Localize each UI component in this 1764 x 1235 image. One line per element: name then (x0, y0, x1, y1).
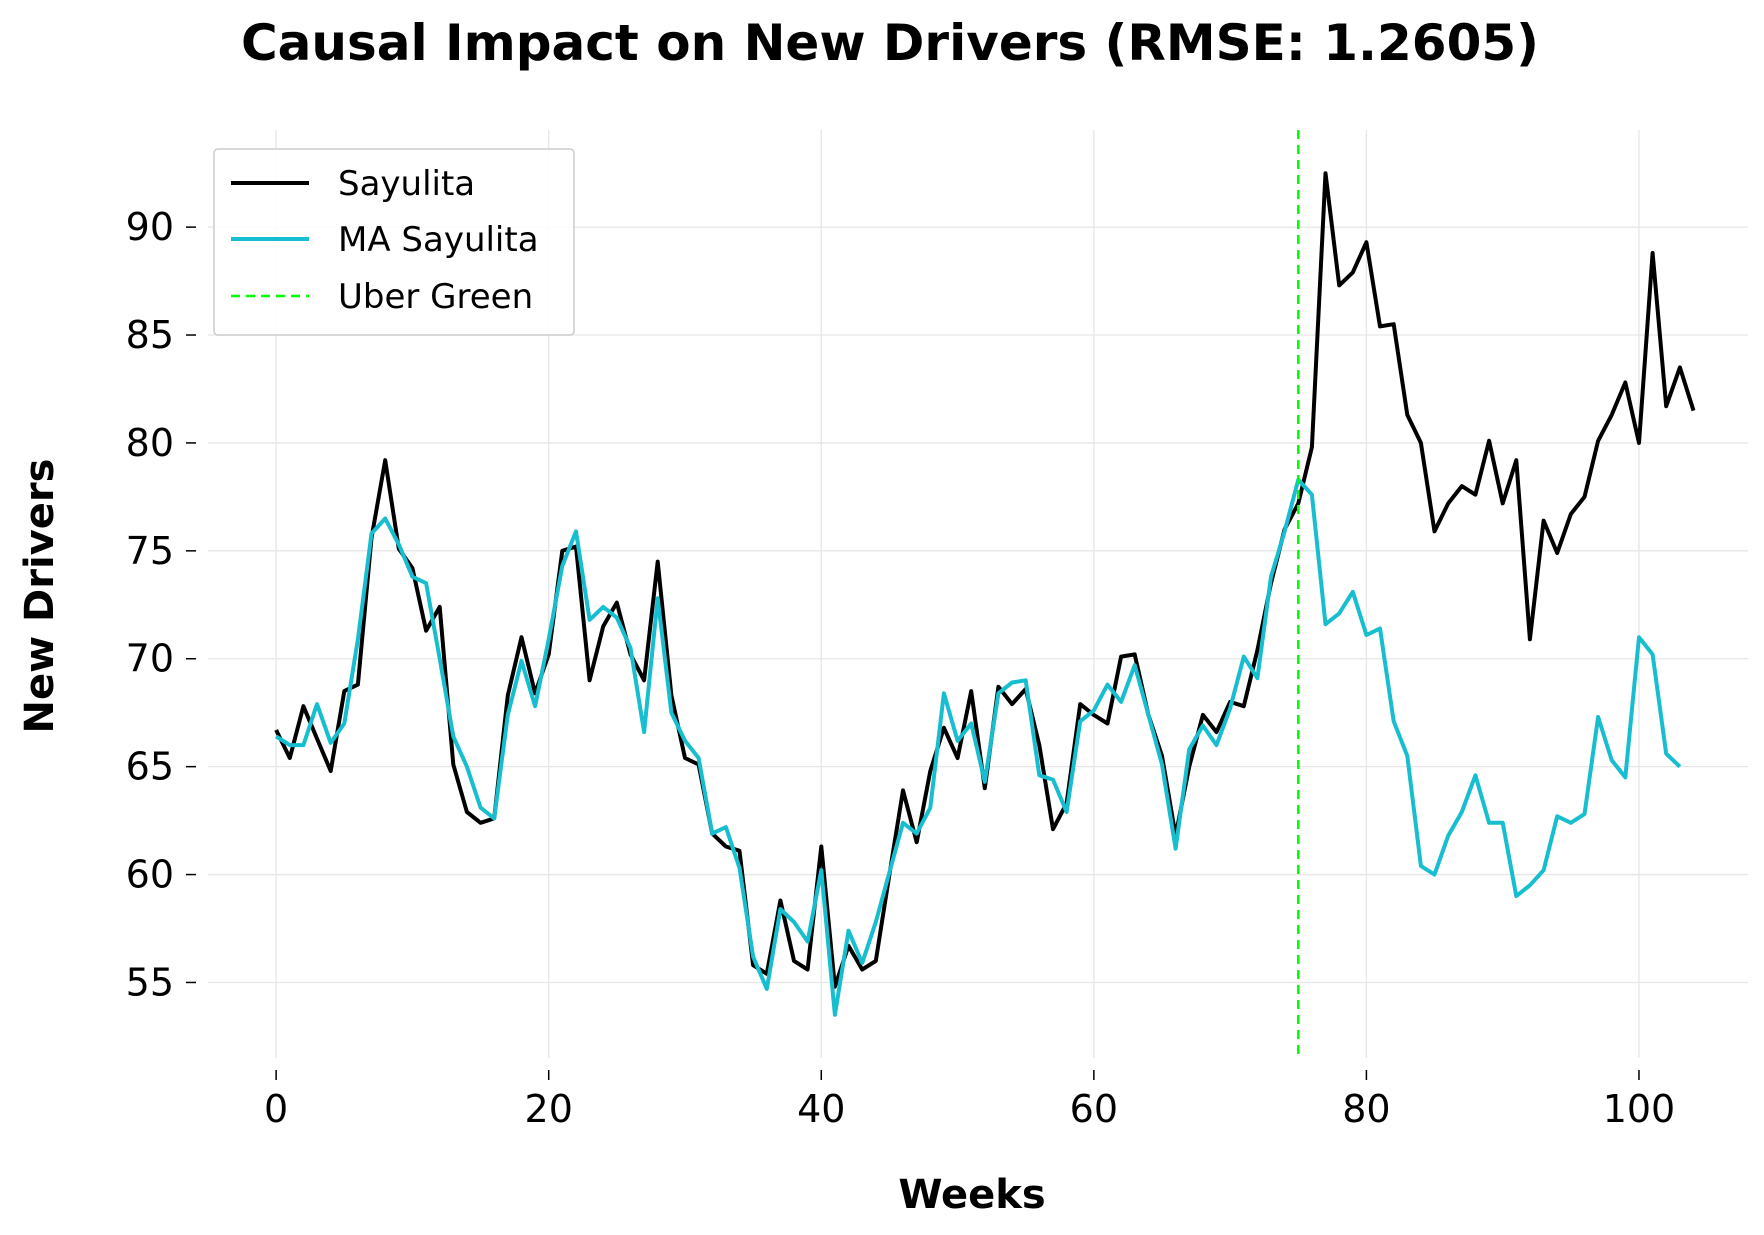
y-axis: 55 60 65 70 75 80 85 90 (126, 205, 196, 1004)
chart-title: Causal Impact on New Drivers (RMSE: 1.26… (241, 14, 1539, 72)
x-tick-label: 100 (1603, 1087, 1676, 1131)
series-line-sayulita (274, 171, 1696, 989)
series-group (274, 171, 1696, 1017)
x-tick-label: 20 (525, 1087, 573, 1131)
series-line-ma-sayulita (275, 477, 1682, 1017)
x-tick-label: 0 (264, 1087, 288, 1131)
y-tick-label: 90 (126, 205, 174, 249)
legend-box (213, 148, 575, 336)
y-tick-label: 75 (126, 529, 174, 573)
legend-label-sayulita: Sayulita (338, 164, 475, 204)
x-tick-label: 40 (797, 1087, 845, 1131)
y-tick-label: 70 (126, 637, 174, 681)
y-tick-label: 55 (126, 960, 174, 1004)
grid (208, 130, 1748, 1058)
y-tick-label: 80 (126, 421, 174, 465)
legend-label-ma-sayulita: MA Sayulita (338, 220, 539, 260)
x-tick-label: 80 (1342, 1087, 1390, 1131)
legend-label-uber-green: Uber Green (338, 277, 533, 317)
y-tick-label: 60 (126, 853, 174, 897)
legend: Sayulita MA Sayulita Uber Green (213, 148, 575, 336)
x-tick-label: 60 (1070, 1087, 1118, 1131)
x-axis-label: Weeks (898, 1172, 1045, 1218)
x-axis: 0 20 40 60 80 100 (264, 1070, 1675, 1131)
y-tick-label: 65 (126, 745, 174, 789)
y-tick-label: 85 (126, 313, 174, 357)
y-axis-label: New Drivers (17, 459, 63, 734)
